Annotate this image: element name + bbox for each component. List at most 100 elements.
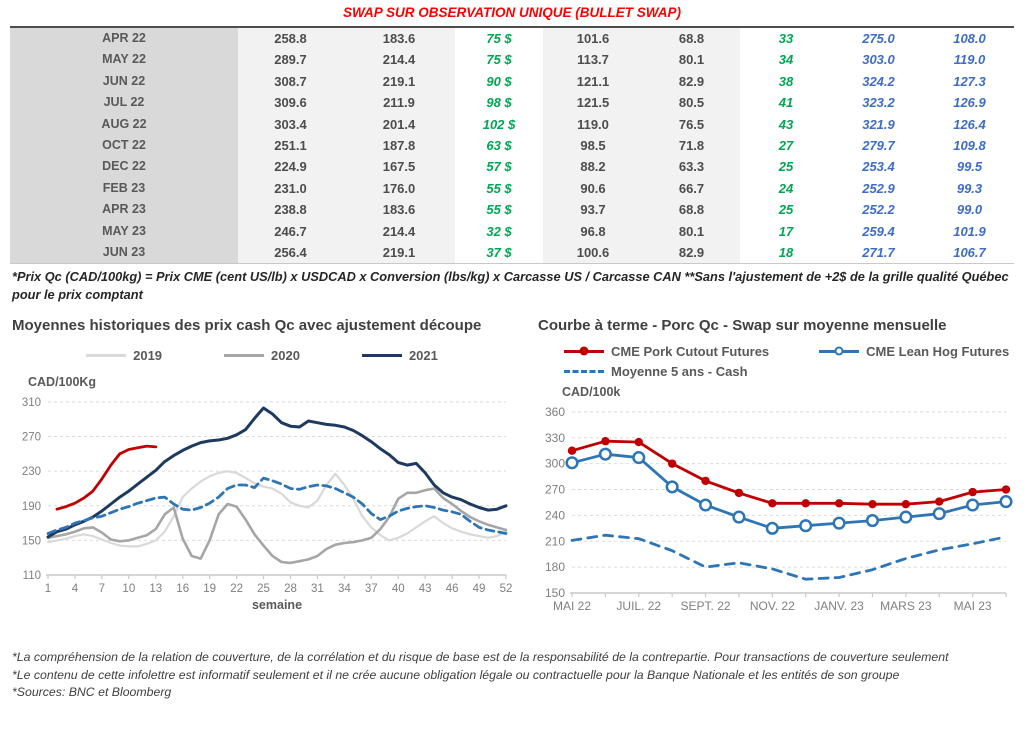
legend-item: CME Pork Cutout Futures <box>564 344 769 359</box>
table-cell-value: 167.5 <box>343 156 455 178</box>
table-cell-value: 90.6 <box>543 177 643 200</box>
charts-section: Moyennes historiques des prix cash Qc av… <box>0 303 1024 633</box>
table-cell-value: 25 <box>740 156 832 178</box>
svg-text:46: 46 <box>446 583 459 595</box>
svg-text:49: 49 <box>473 583 486 595</box>
table-cell-month: OCT 22 <box>10 134 238 157</box>
svg-text:22: 22 <box>230 583 243 595</box>
svg-text:13: 13 <box>149 583 162 595</box>
svg-text:110: 110 <box>23 570 41 582</box>
forward-curve-chart-canvas: 150 180 210 240 270 300 330 360 MAI 22 JUIL. 22 SE… <box>545 405 1013 613</box>
table-cell-value: 219.1 <box>343 70 455 93</box>
svg-text:180: 180 <box>545 560 565 574</box>
table-cell-value: 25 <box>740 199 832 221</box>
footnote-line: *La compréhension de la relation de couv… <box>12 649 949 664</box>
svg-text:34: 34 <box>338 583 351 595</box>
table-row: FEB 23 231.0 176.0 55 $90.6 66.7 24 252.9 99.3 <box>10 177 1014 200</box>
table-cell-value: 126.9 <box>925 92 1014 114</box>
legend-label: Moyenne 5 ans - Cash <box>611 363 748 379</box>
table-cell-value: 252.9 <box>832 177 925 200</box>
svg-text:150: 150 <box>22 535 41 547</box>
table-cell-value: 258.8 <box>238 28 343 50</box>
table-cell-value: 63.3 <box>643 156 740 178</box>
svg-text:19: 19 <box>203 583 216 595</box>
table-cell-value: 214.4 <box>343 49 455 71</box>
svg-text:1: 1 <box>45 583 51 595</box>
table-cell-value: 93.7 <box>543 199 643 221</box>
table-cell-value: 121.5 <box>543 92 643 114</box>
table-cell-value: 231.0 <box>238 177 343 200</box>
legend-line-swatch-icon <box>361 351 402 360</box>
table-cell-value: 82.9 <box>643 241 740 264</box>
table-cell-value: 96.8 <box>543 220 643 242</box>
table-cell-value: 271.7 <box>832 241 925 264</box>
table-cell-month: FEB 23 <box>10 177 238 200</box>
svg-text:150: 150 <box>545 586 565 600</box>
svg-text:37: 37 <box>365 583 378 595</box>
open-dot-marker-icon <box>834 346 844 356</box>
table-cell-value: 98 $ <box>455 92 543 114</box>
svg-text:270: 270 <box>545 482 565 496</box>
svg-text:semaine: semaine <box>252 598 302 612</box>
table-cell-value: 102 $ <box>455 113 543 135</box>
table-cell-value: 68.8 <box>643 199 740 221</box>
left-chart-unit-label: CAD/100Kg <box>28 374 97 389</box>
table-cell-value: 17 <box>740 220 832 242</box>
table-cell-value: 66.7 <box>643 177 740 200</box>
svg-text:7: 7 <box>99 583 105 595</box>
table-cell-value: 251.1 <box>238 134 343 157</box>
svg-text:31: 31 <box>311 583 324 595</box>
table-cell-value: 98.5 <box>543 134 643 157</box>
table-cell-value: 37 $ <box>455 241 543 264</box>
table-cell-value: 55 $ <box>455 199 543 221</box>
table-cell-month: JUN 22 <box>10 70 238 93</box>
table-row: AUG 22 303.4 201.4 102 $119.0 76.5 43 321.9 126… <box>10 113 1014 135</box>
table-cell-month: JUL 22 <box>10 92 238 114</box>
table-cell-value: 246.7 <box>238 220 343 242</box>
table-cell-value: 121.1 <box>543 70 643 93</box>
table-cell-value: 211.9 <box>343 92 455 114</box>
legend-item: 2020 <box>224 348 300 363</box>
table-cell-value: 127.3 <box>925 70 1014 93</box>
table-cell-value: 253.4 <box>832 156 925 178</box>
table-row: JUN 22 308.7 219.1 90 $121.1 82.9 38 324.2 127.… <box>10 70 1014 93</box>
table-cell-value: 80.1 <box>643 49 740 71</box>
table-cell-value: 224.9 <box>238 156 343 178</box>
table-cell-value: 113.7 <box>543 49 643 71</box>
footnote-line: *Le contenu de cette infolettre est info… <box>12 667 900 682</box>
table-cell-value: 32 $ <box>455 220 543 242</box>
table-cell-value: 187.8 <box>343 134 455 157</box>
table-cell-value: 289.7 <box>238 49 343 71</box>
svg-text:MARS 23: MARS 23 <box>880 599 932 613</box>
legend-item: 2021 <box>361 348 438 363</box>
right-chart-legend: CME Pork Cutout Futures CME Lean Hog Futu… <box>564 344 1014 379</box>
table-cell-value: 176.0 <box>343 177 455 200</box>
table-cell-month: AUG 22 <box>10 113 238 135</box>
table-cell-value: 75 $ <box>455 49 543 71</box>
right-chart-title: Courbe à terme - Porc Qc - Swap sur moye… <box>538 316 947 334</box>
svg-text:43: 43 <box>419 583 432 595</box>
legend-label: 2019 <box>133 347 163 363</box>
table-cell-value: 308.7 <box>238 70 343 93</box>
legend-line-swatch-icon <box>564 367 604 376</box>
table-cell-month: DEC 22 <box>10 156 238 178</box>
table-cell-value: 43 <box>740 113 832 135</box>
left-chart-legend: 2019 2020 2021 <box>12 348 512 363</box>
table-cell-value: 109.8 <box>925 134 1014 157</box>
table-cell-month: MAY 23 <box>10 220 238 242</box>
right-chart-unit-label: CAD/100k <box>562 384 621 399</box>
left-chart-title: Moyennes historiques des prix cash Qc av… <box>12 316 482 334</box>
table-cell-value: 183.6 <box>343 199 455 221</box>
svg-text:4: 4 <box>72 583 79 595</box>
table-cell-value: 101.9 <box>925 220 1014 242</box>
table-cell-value: 323.2 <box>832 92 925 114</box>
table-cell-value: 18 <box>740 241 832 264</box>
legend-label: 2020 <box>271 347 300 363</box>
table-cell-value: 82.9 <box>643 70 740 93</box>
table-cell-value: 219.1 <box>343 241 455 264</box>
svg-text:330: 330 <box>545 431 565 445</box>
disclaimer-footnotes: *La compréhension de la relation de couv… <box>12 649 1012 702</box>
table-cell-value: 119.0 <box>543 113 643 135</box>
table-cell-value: 108.0 <box>925 28 1014 50</box>
table-cell-month: APR 23 <box>10 199 238 221</box>
